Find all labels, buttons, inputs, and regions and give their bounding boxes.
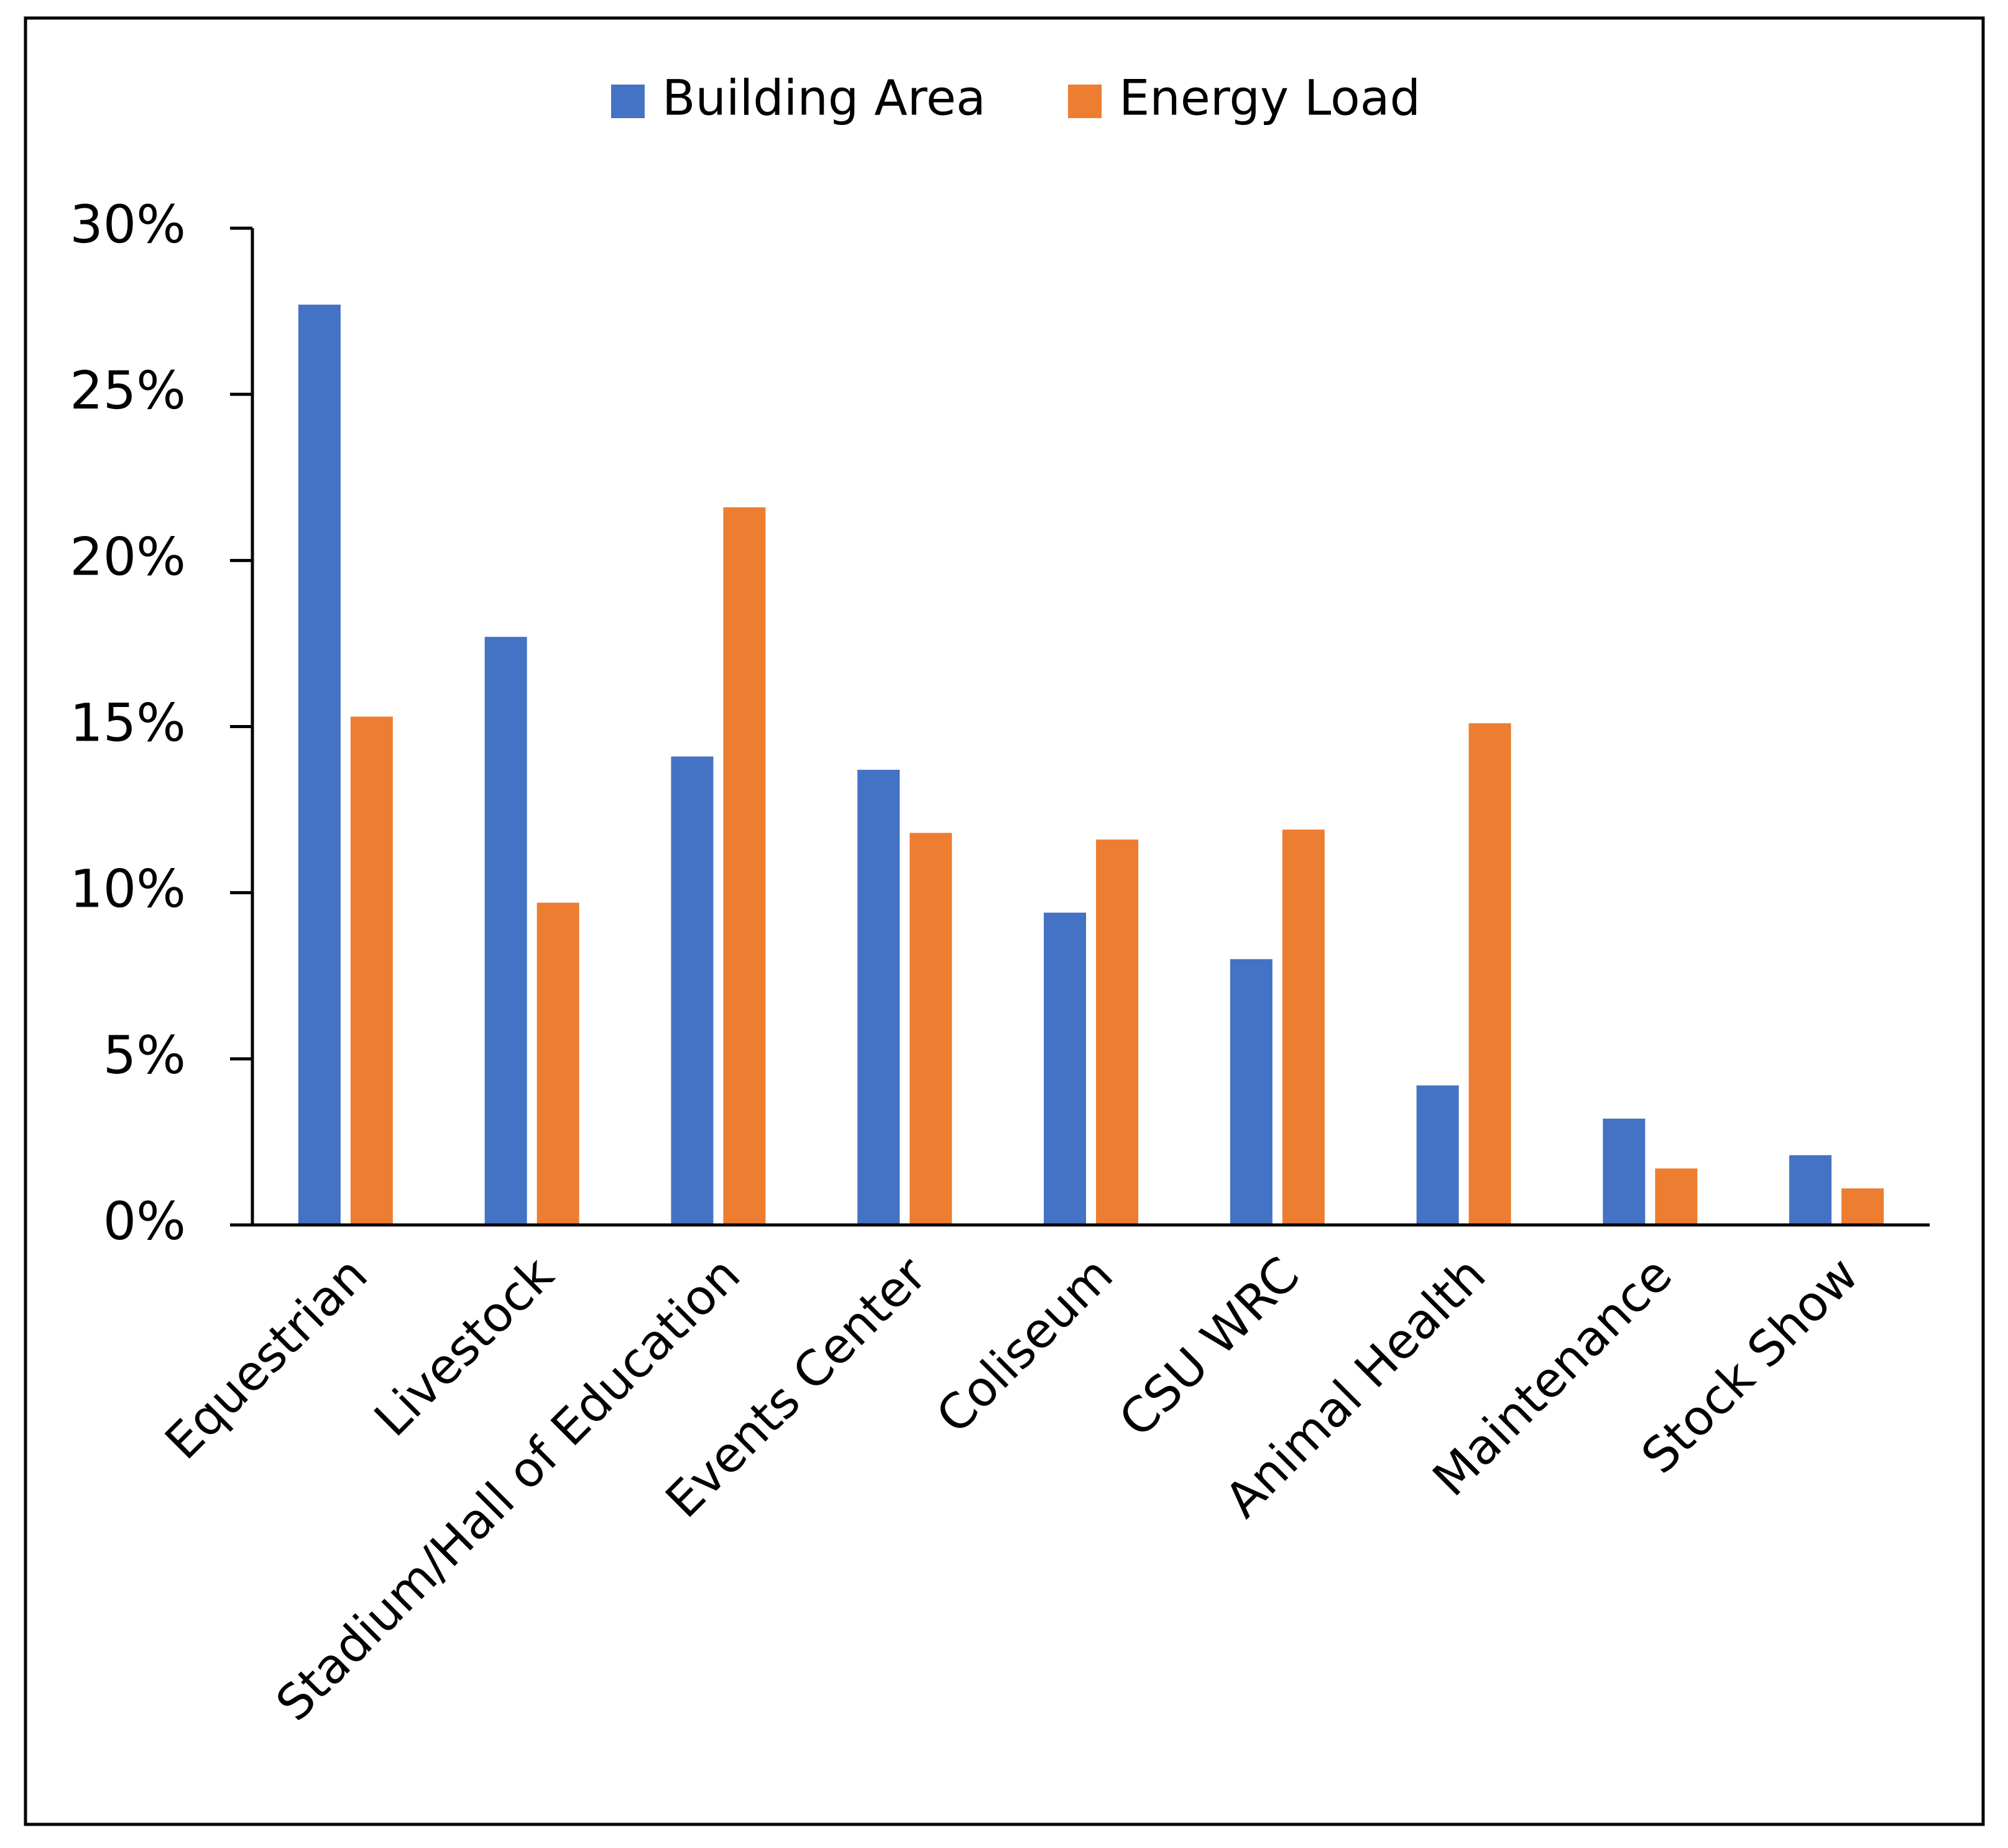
y-tick-label: 30% <box>70 194 186 255</box>
bar <box>1789 1155 1832 1225</box>
y-tick-label: 0% <box>103 1191 186 1252</box>
legend-label: Building Area <box>662 70 986 126</box>
bar <box>1096 839 1138 1225</box>
bar <box>1416 1085 1459 1225</box>
bar <box>350 716 393 1225</box>
bar <box>1655 1168 1698 1225</box>
y-tick-label: 15% <box>70 692 186 753</box>
bar <box>537 902 579 1225</box>
bar <box>1468 723 1511 1225</box>
bar <box>1282 829 1325 1225</box>
bar <box>910 833 952 1225</box>
bar <box>857 769 900 1225</box>
legend-label: Energy Load <box>1119 70 1421 126</box>
bar <box>1841 1188 1884 1225</box>
y-tick-label: 10% <box>70 859 186 920</box>
bar <box>671 756 714 1225</box>
legend-swatch <box>1068 85 1102 118</box>
y-tick-label: 5% <box>103 1025 186 1086</box>
y-tick-label: 20% <box>70 526 186 587</box>
y-tick-label: 25% <box>70 360 186 421</box>
legend-swatch <box>611 85 645 118</box>
bar <box>723 507 766 1225</box>
bar <box>1603 1119 1646 1225</box>
bar <box>1044 912 1086 1225</box>
bar <box>484 637 527 1225</box>
bar <box>1230 959 1273 1225</box>
bar <box>298 304 341 1225</box>
